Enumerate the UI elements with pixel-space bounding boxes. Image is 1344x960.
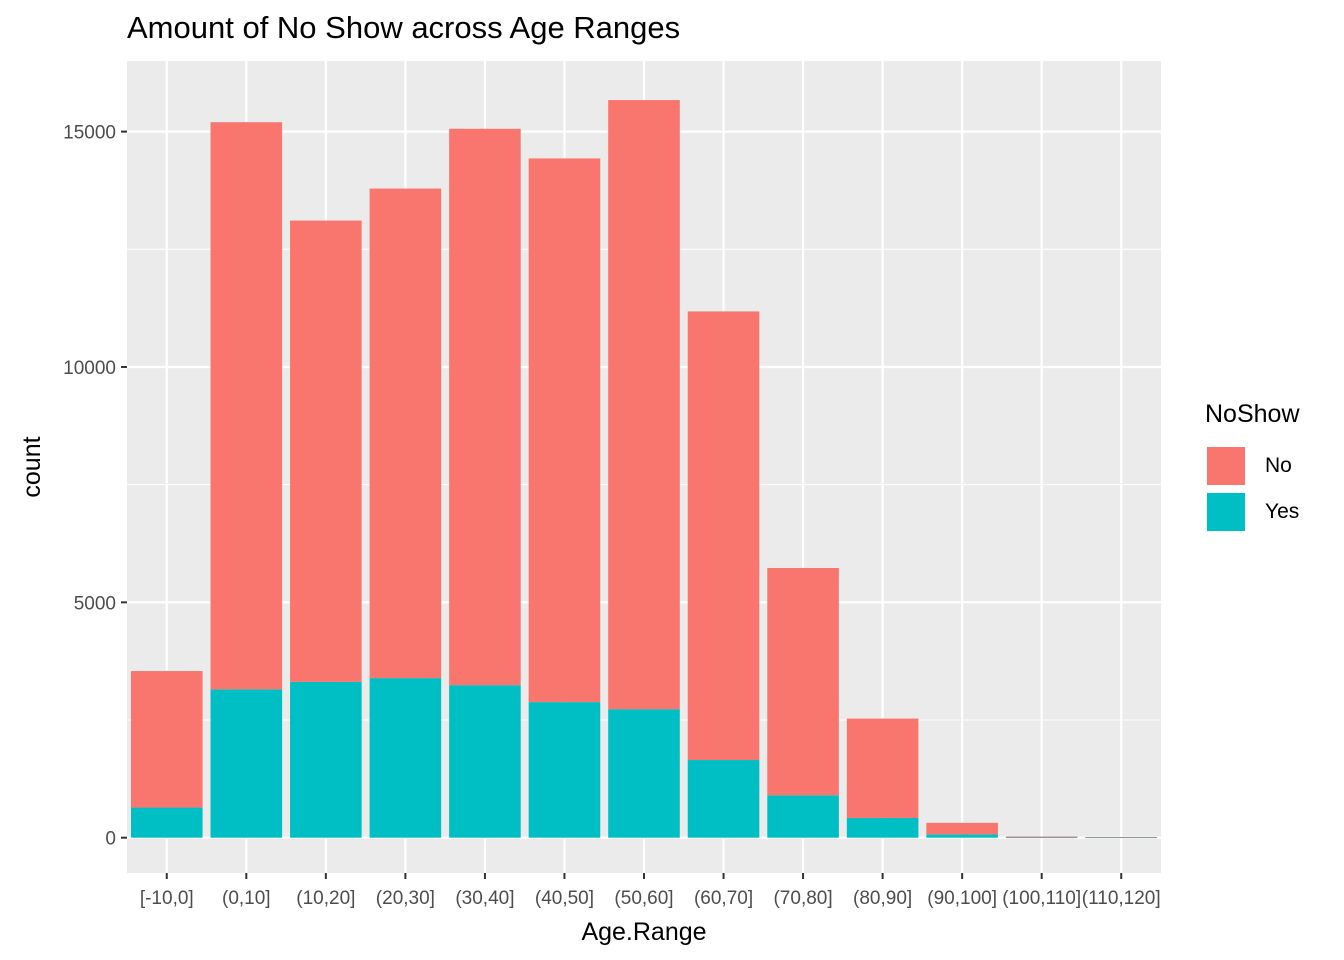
legend-label-no: No bbox=[1265, 454, 1292, 477]
bar-no bbox=[130, 671, 203, 808]
bar-yes bbox=[1005, 837, 1078, 839]
bar-yes bbox=[846, 817, 919, 838]
x-tick-label: (110,120] bbox=[1082, 888, 1161, 909]
x-tick-label: (80,90] bbox=[853, 888, 912, 909]
bar-no bbox=[608, 100, 680, 710]
bar-no bbox=[687, 311, 760, 761]
y-axis-title: count bbox=[18, 436, 46, 497]
bar-no bbox=[926, 822, 998, 835]
bar-no bbox=[767, 567, 839, 796]
bar-yes bbox=[767, 795, 839, 838]
chart-title: Amount of No Show across Age Ranges bbox=[127, 10, 681, 45]
y-tick-label: 15000 bbox=[63, 123, 116, 144]
bar-yes bbox=[608, 709, 680, 838]
bar-no bbox=[1085, 836, 1158, 838]
x-tick-label: (10,20] bbox=[296, 888, 355, 909]
bar-yes bbox=[130, 807, 203, 838]
legend-label-yes: Yes bbox=[1265, 500, 1300, 523]
bar-yes bbox=[1085, 837, 1158, 839]
x-tick-label: (100,110] bbox=[1002, 888, 1081, 909]
legend-item-yes: Yes bbox=[1205, 489, 1300, 535]
x-axis-title: Age.Range bbox=[581, 918, 706, 946]
x-tick-label: [-10,0] bbox=[140, 888, 194, 909]
x-tick-label: (70,80] bbox=[773, 888, 832, 909]
legend-item-no: No bbox=[1205, 443, 1300, 489]
axis-layer: 0 5000 10000 15000 [-10,0] (0,10] (10,20] (20,3… bbox=[63, 123, 1161, 909]
bar-yes bbox=[369, 678, 442, 838]
bar-no bbox=[449, 128, 521, 686]
y-tick-label: 5000 bbox=[74, 593, 116, 614]
bar-yes bbox=[449, 685, 521, 838]
bar-no bbox=[290, 220, 362, 682]
bar-no bbox=[1005, 836, 1078, 838]
bar-no bbox=[846, 718, 919, 818]
bar-layer bbox=[130, 100, 1158, 839]
bar-yes bbox=[926, 834, 998, 838]
legend-title: NoShow bbox=[1205, 400, 1300, 428]
x-tick-label: (30,40] bbox=[455, 888, 514, 909]
bar-no bbox=[210, 122, 283, 690]
y-tick-label: 10000 bbox=[63, 358, 116, 379]
x-tick-label: (90,100] bbox=[927, 888, 997, 909]
bar-yes bbox=[687, 760, 760, 838]
bar-yes bbox=[528, 702, 601, 838]
bar-no bbox=[528, 158, 601, 703]
legend-key-yes bbox=[1205, 491, 1247, 533]
legend: NoShow No Yes bbox=[1205, 400, 1300, 535]
bar-no bbox=[369, 188, 442, 679]
x-tick-label: (40,50] bbox=[535, 888, 594, 909]
x-tick-label: (0,10] bbox=[222, 888, 271, 909]
legend-key-no bbox=[1205, 445, 1247, 487]
bar-yes bbox=[210, 689, 283, 838]
x-tick-label: (50,60] bbox=[614, 888, 673, 909]
x-tick-label: (20,30] bbox=[376, 888, 435, 909]
y-tick-label: 0 bbox=[105, 829, 116, 850]
x-tick-label: (60,70] bbox=[694, 888, 753, 909]
bar-yes bbox=[290, 681, 362, 838]
